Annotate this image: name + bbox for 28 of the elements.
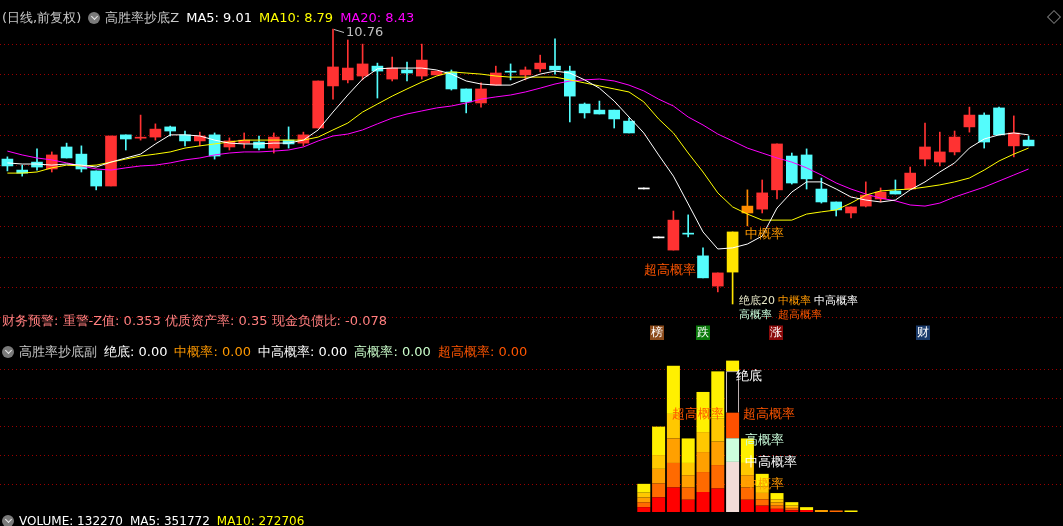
chart-title: 高胜率抄底副 xyxy=(19,344,97,360)
annotation: 中概率 xyxy=(778,293,811,307)
text: VOLUME: 132270 xyxy=(19,513,123,526)
text: 涨 xyxy=(770,325,782,340)
text: MA10: 272706 xyxy=(216,513,305,526)
annotation: 10.76 xyxy=(346,24,384,40)
text: 财务预警: 重警-Z值: 0.353 优质资产率: 0.35 现金负债比: -0.078 xyxy=(2,313,387,329)
text: MA20: 8.43 xyxy=(340,10,415,26)
text: 榜 xyxy=(651,325,663,340)
annotation: 中概率 xyxy=(745,226,784,242)
annotation: 超高概率 xyxy=(644,262,696,278)
text: 中概率: 0.00 xyxy=(174,344,251,360)
text: 高概率: 0.00 xyxy=(354,344,431,360)
text: MA5: 9.01 xyxy=(186,10,253,26)
text: 高概率 xyxy=(739,307,772,321)
text: MA5: 351772 xyxy=(129,513,210,526)
text: 超高概率: 0.00 xyxy=(437,344,528,360)
text: 跌 xyxy=(697,325,709,340)
text: 绝底: 0.00 xyxy=(104,344,168,360)
text: 超高概率 xyxy=(778,307,822,321)
annotation: 绝底20 xyxy=(739,293,775,307)
legend-title: 高胜率抄底Z xyxy=(105,10,180,26)
text: 财 xyxy=(917,325,929,340)
text: 中高概率: 0.00 xyxy=(257,344,348,360)
annotation: 中高概率 xyxy=(814,293,858,307)
chart-title: (日线,前复权) xyxy=(2,10,82,26)
annotation: 超高概率 xyxy=(743,406,795,422)
text: MA10: 8.79 xyxy=(259,10,334,26)
